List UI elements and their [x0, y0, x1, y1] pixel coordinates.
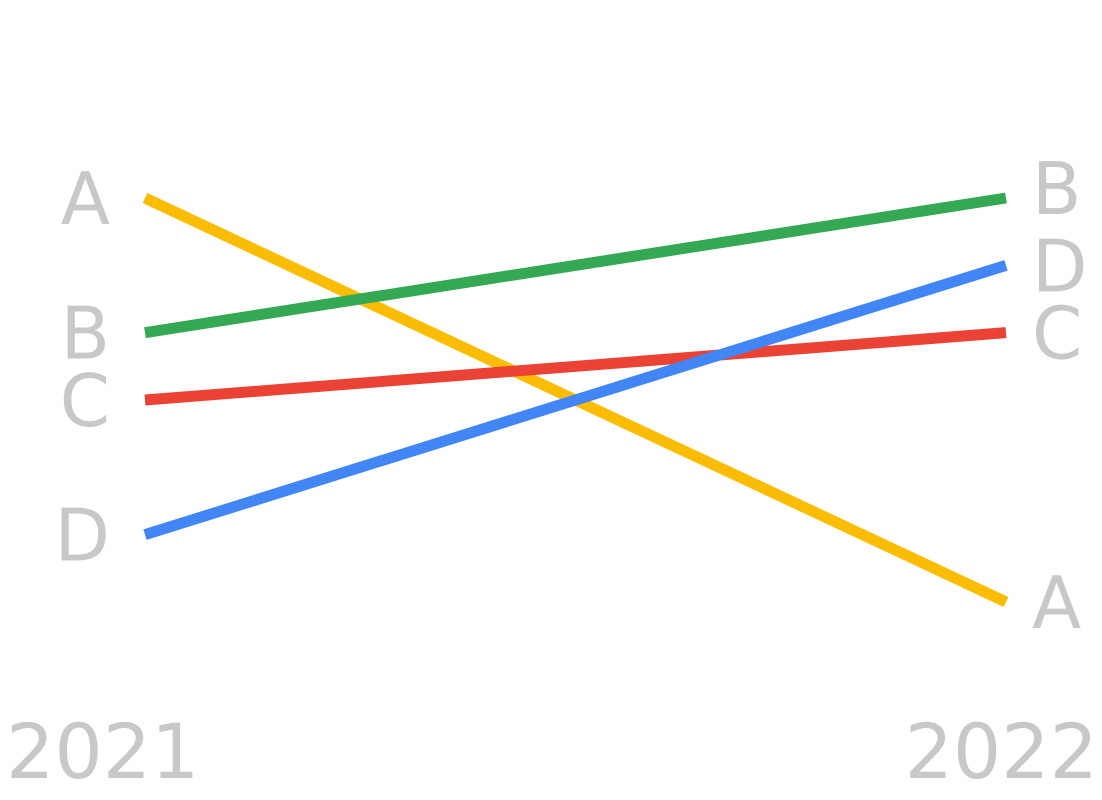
left-label-c: C: [60, 359, 110, 443]
right-label-c: C: [1032, 292, 1082, 376]
right-label-d: D: [1032, 224, 1087, 308]
series-line-b: [144, 192, 1007, 339]
right-labels: A BCD: [1032, 147, 1087, 645]
right-label-b: B: [1032, 147, 1081, 231]
left-label-d: D: [55, 494, 110, 578]
left-label-a: A: [61, 157, 110, 241]
right-label-a: A: [1032, 561, 1081, 645]
series-line-d: [143, 260, 1008, 540]
x-axis-labels: 2021 2022: [6, 707, 1098, 796]
x-tick-label-2021: 2021: [6, 707, 199, 796]
left-label-b: B: [61, 292, 110, 376]
series-line-c: [144, 327, 1007, 406]
x-tick-label-2022: 2022: [905, 707, 1098, 796]
series-layer: [142, 192, 1009, 607]
